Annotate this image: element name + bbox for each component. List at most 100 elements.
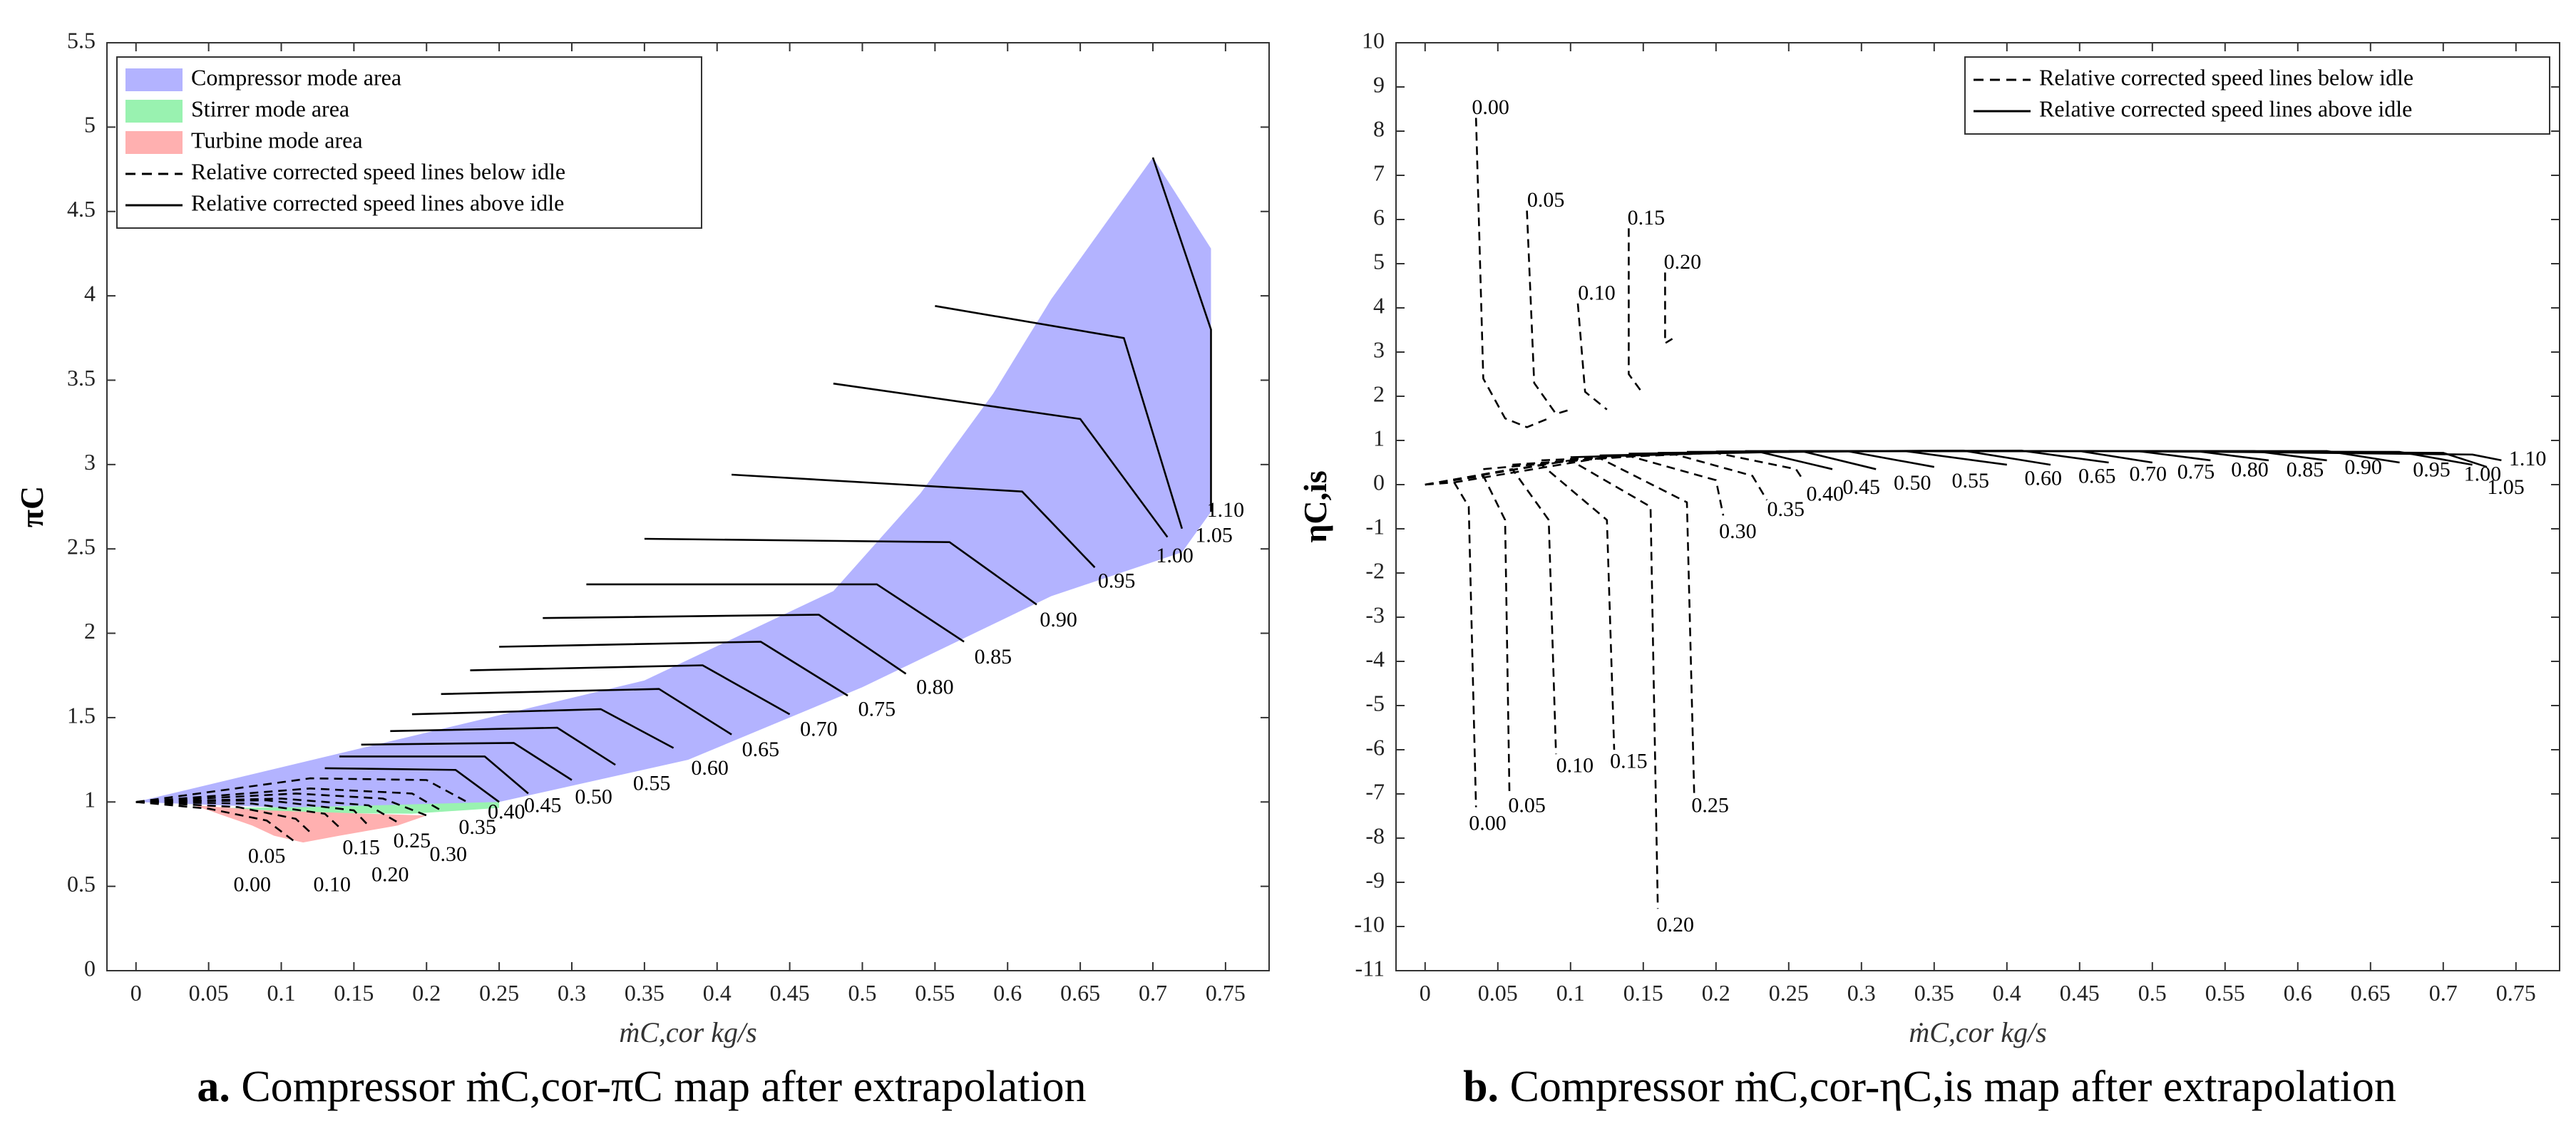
speed-line-0-35 bbox=[1512, 453, 1768, 501]
speed-line-label-0-35: 0.35 bbox=[1767, 497, 1805, 521]
speed-line-0-65 bbox=[441, 688, 732, 735]
speed-line-label-0-95: 0.95 bbox=[2413, 458, 2451, 481]
speed-line-label-0-25: 0.25 bbox=[394, 829, 431, 852]
speed-line-label-0-15: 0.15 bbox=[1628, 206, 1666, 229]
speed-line-label-0-70: 0.70 bbox=[2129, 462, 2167, 485]
speed-line-label-0-95: 0.95 bbox=[1098, 569, 1136, 592]
speed-line-0-00 bbox=[1474, 118, 1549, 428]
y-tick-label: 1 bbox=[1373, 425, 1385, 450]
legend-label: Relative corrected speed lines below idl… bbox=[191, 158, 565, 184]
speed-line-label-0-65: 0.65 bbox=[742, 738, 780, 761]
y-tick-label: -10 bbox=[1354, 911, 1385, 936]
speed-line-0-15 bbox=[1425, 463, 1616, 750]
x-tick-label: 0 bbox=[1420, 980, 1431, 1006]
speed-line-0-50 bbox=[361, 742, 573, 781]
y-axis-label: ηC,is bbox=[1297, 470, 1333, 543]
speed-line-label-0-55: 0.55 bbox=[633, 771, 671, 795]
x-tick-label: 0.65 bbox=[1060, 980, 1100, 1006]
speed-line-0-70 bbox=[470, 664, 791, 716]
speed-line-label-0-10: 0.10 bbox=[1578, 281, 1616, 304]
speed-line-label-0-55: 0.55 bbox=[1952, 469, 1990, 492]
speed-line-label-0-40: 0.40 bbox=[488, 800, 525, 824]
speed-line-0-55 bbox=[390, 726, 616, 766]
speed-line-0-40 bbox=[324, 767, 500, 803]
caption-a-text: Compressor ṁC,cor-πC map after extrapola… bbox=[241, 1063, 1087, 1111]
x-tick-label: 0.2 bbox=[1702, 980, 1730, 1006]
speed-line-label-0-45: 0.45 bbox=[1843, 475, 1881, 499]
x-tick-label: 0.1 bbox=[1556, 980, 1585, 1006]
y-tick-label: -6 bbox=[1365, 734, 1385, 760]
speed-line-label-0-00: 0.00 bbox=[234, 872, 272, 896]
speed-line-label-0-85: 0.85 bbox=[975, 645, 1012, 668]
speed-line-label-0-40: 0.40 bbox=[1807, 482, 1844, 505]
speed-line-label-0-15: 0.15 bbox=[1610, 749, 1648, 773]
y-tick-label: 4 bbox=[1373, 292, 1385, 318]
panel-a-pressure-ratio-map: 0.000.050.100.150.200.250.300.350.400.45… bbox=[14, 27, 1270, 1048]
area-stirrer bbox=[223, 802, 500, 814]
x-tick-label: 0 bbox=[130, 980, 142, 1006]
speed-line-0-10 bbox=[1425, 468, 1557, 755]
panel-b-efficiency-map: 0.000.050.100.150.200.000.050.10 0.150.20… bbox=[1297, 27, 2560, 1048]
x-tick-label: 0.4 bbox=[703, 980, 732, 1006]
x-tick-label: 0.45 bbox=[770, 980, 810, 1006]
speed-line-label-0-80: 0.80 bbox=[916, 676, 954, 699]
speed-line-label-0-75: 0.75 bbox=[2177, 460, 2215, 483]
speed-line-1-00 bbox=[833, 382, 1169, 538]
speed-line-label-0-90: 0.90 bbox=[1040, 608, 1077, 631]
speed-line-0-90 bbox=[644, 537, 1037, 606]
y-tick-label: -9 bbox=[1365, 867, 1385, 892]
x-tick-label: 0.15 bbox=[1623, 980, 1663, 1006]
speed-line-0-10 bbox=[135, 801, 340, 828]
x-tick-label: 0.6 bbox=[993, 980, 1022, 1006]
speed-line-0-85 bbox=[586, 583, 965, 643]
axes-frame bbox=[1395, 42, 2560, 971]
speed-line-0-80 bbox=[543, 614, 907, 675]
legend-label: Relative corrected speed lines above idl… bbox=[2039, 96, 2412, 121]
speed-line-0-75 bbox=[499, 641, 848, 697]
speed-line-label-0-20: 0.20 bbox=[371, 862, 409, 886]
speed-line-label-0-50: 0.50 bbox=[1894, 471, 1931, 495]
x-axis-label: ṁC,cor kg/s bbox=[1909, 1016, 2046, 1048]
caption-panel-a: a. Compressor ṁC,cor-πC map after extrap… bbox=[0, 1062, 1283, 1126]
y-tick-label: 4.5 bbox=[67, 196, 96, 222]
speed-line-label-0-30: 0.30 bbox=[430, 842, 468, 866]
y-tick-label: 9 bbox=[1373, 71, 1385, 97]
speed-line-0-00 bbox=[1425, 481, 1477, 807]
y-tick-label: 5 bbox=[84, 112, 96, 138]
y-tick-label: -4 bbox=[1365, 646, 1385, 671]
x-tick-label: 0.7 bbox=[2429, 980, 2458, 1006]
speed-line-label-0-00: 0.00 bbox=[1469, 811, 1507, 835]
x-tick-label: 0.15 bbox=[334, 980, 374, 1006]
x-tick-label: 0.45 bbox=[2060, 980, 2100, 1006]
y-tick-label: 3.5 bbox=[67, 365, 96, 391]
speed-line-label-0-80: 0.80 bbox=[2231, 458, 2269, 481]
area-compressor bbox=[135, 158, 1211, 809]
x-tick-label: 0.6 bbox=[2284, 980, 2312, 1006]
speed-line-0-60 bbox=[411, 708, 674, 749]
speed-line-label-0-85: 0.85 bbox=[2287, 458, 2324, 481]
axes-frame bbox=[106, 42, 1270, 971]
x-tick-label: 0.05 bbox=[189, 980, 229, 1006]
legend-label: Relative corrected speed lines above idl… bbox=[191, 190, 564, 215]
y-tick-label: 10 bbox=[1362, 27, 1385, 53]
x-tick-label: 0.2 bbox=[412, 980, 441, 1006]
y-tick-label: -5 bbox=[1365, 690, 1385, 716]
y-tick-label: 4 bbox=[84, 280, 96, 306]
y-tick-label: 0 bbox=[1373, 469, 1385, 495]
x-tick-label: 0.7 bbox=[1139, 980, 1167, 1006]
speed-line-label-0-75: 0.75 bbox=[858, 697, 896, 721]
y-tick-label: 5.5 bbox=[67, 27, 96, 53]
y-tick-label: -1 bbox=[1365, 513, 1385, 539]
speed-line-0-30 bbox=[135, 788, 442, 812]
speed-line-0-95 bbox=[732, 473, 1096, 569]
x-tick-label: 0.5 bbox=[848, 980, 877, 1006]
y-tick-label: -8 bbox=[1365, 822, 1385, 848]
speed-line-label-0-20: 0.20 bbox=[1656, 913, 1694, 936]
legend-label: Turbine mode area bbox=[191, 127, 363, 153]
y-tick-label: 1 bbox=[84, 787, 96, 812]
speed-line-1-10 bbox=[1151, 157, 1212, 512]
speed-line-label-0-65: 0.65 bbox=[2078, 465, 2116, 488]
speed-line-label-0-35: 0.35 bbox=[458, 815, 496, 839]
speed-line-0-00 bbox=[135, 801, 297, 844]
